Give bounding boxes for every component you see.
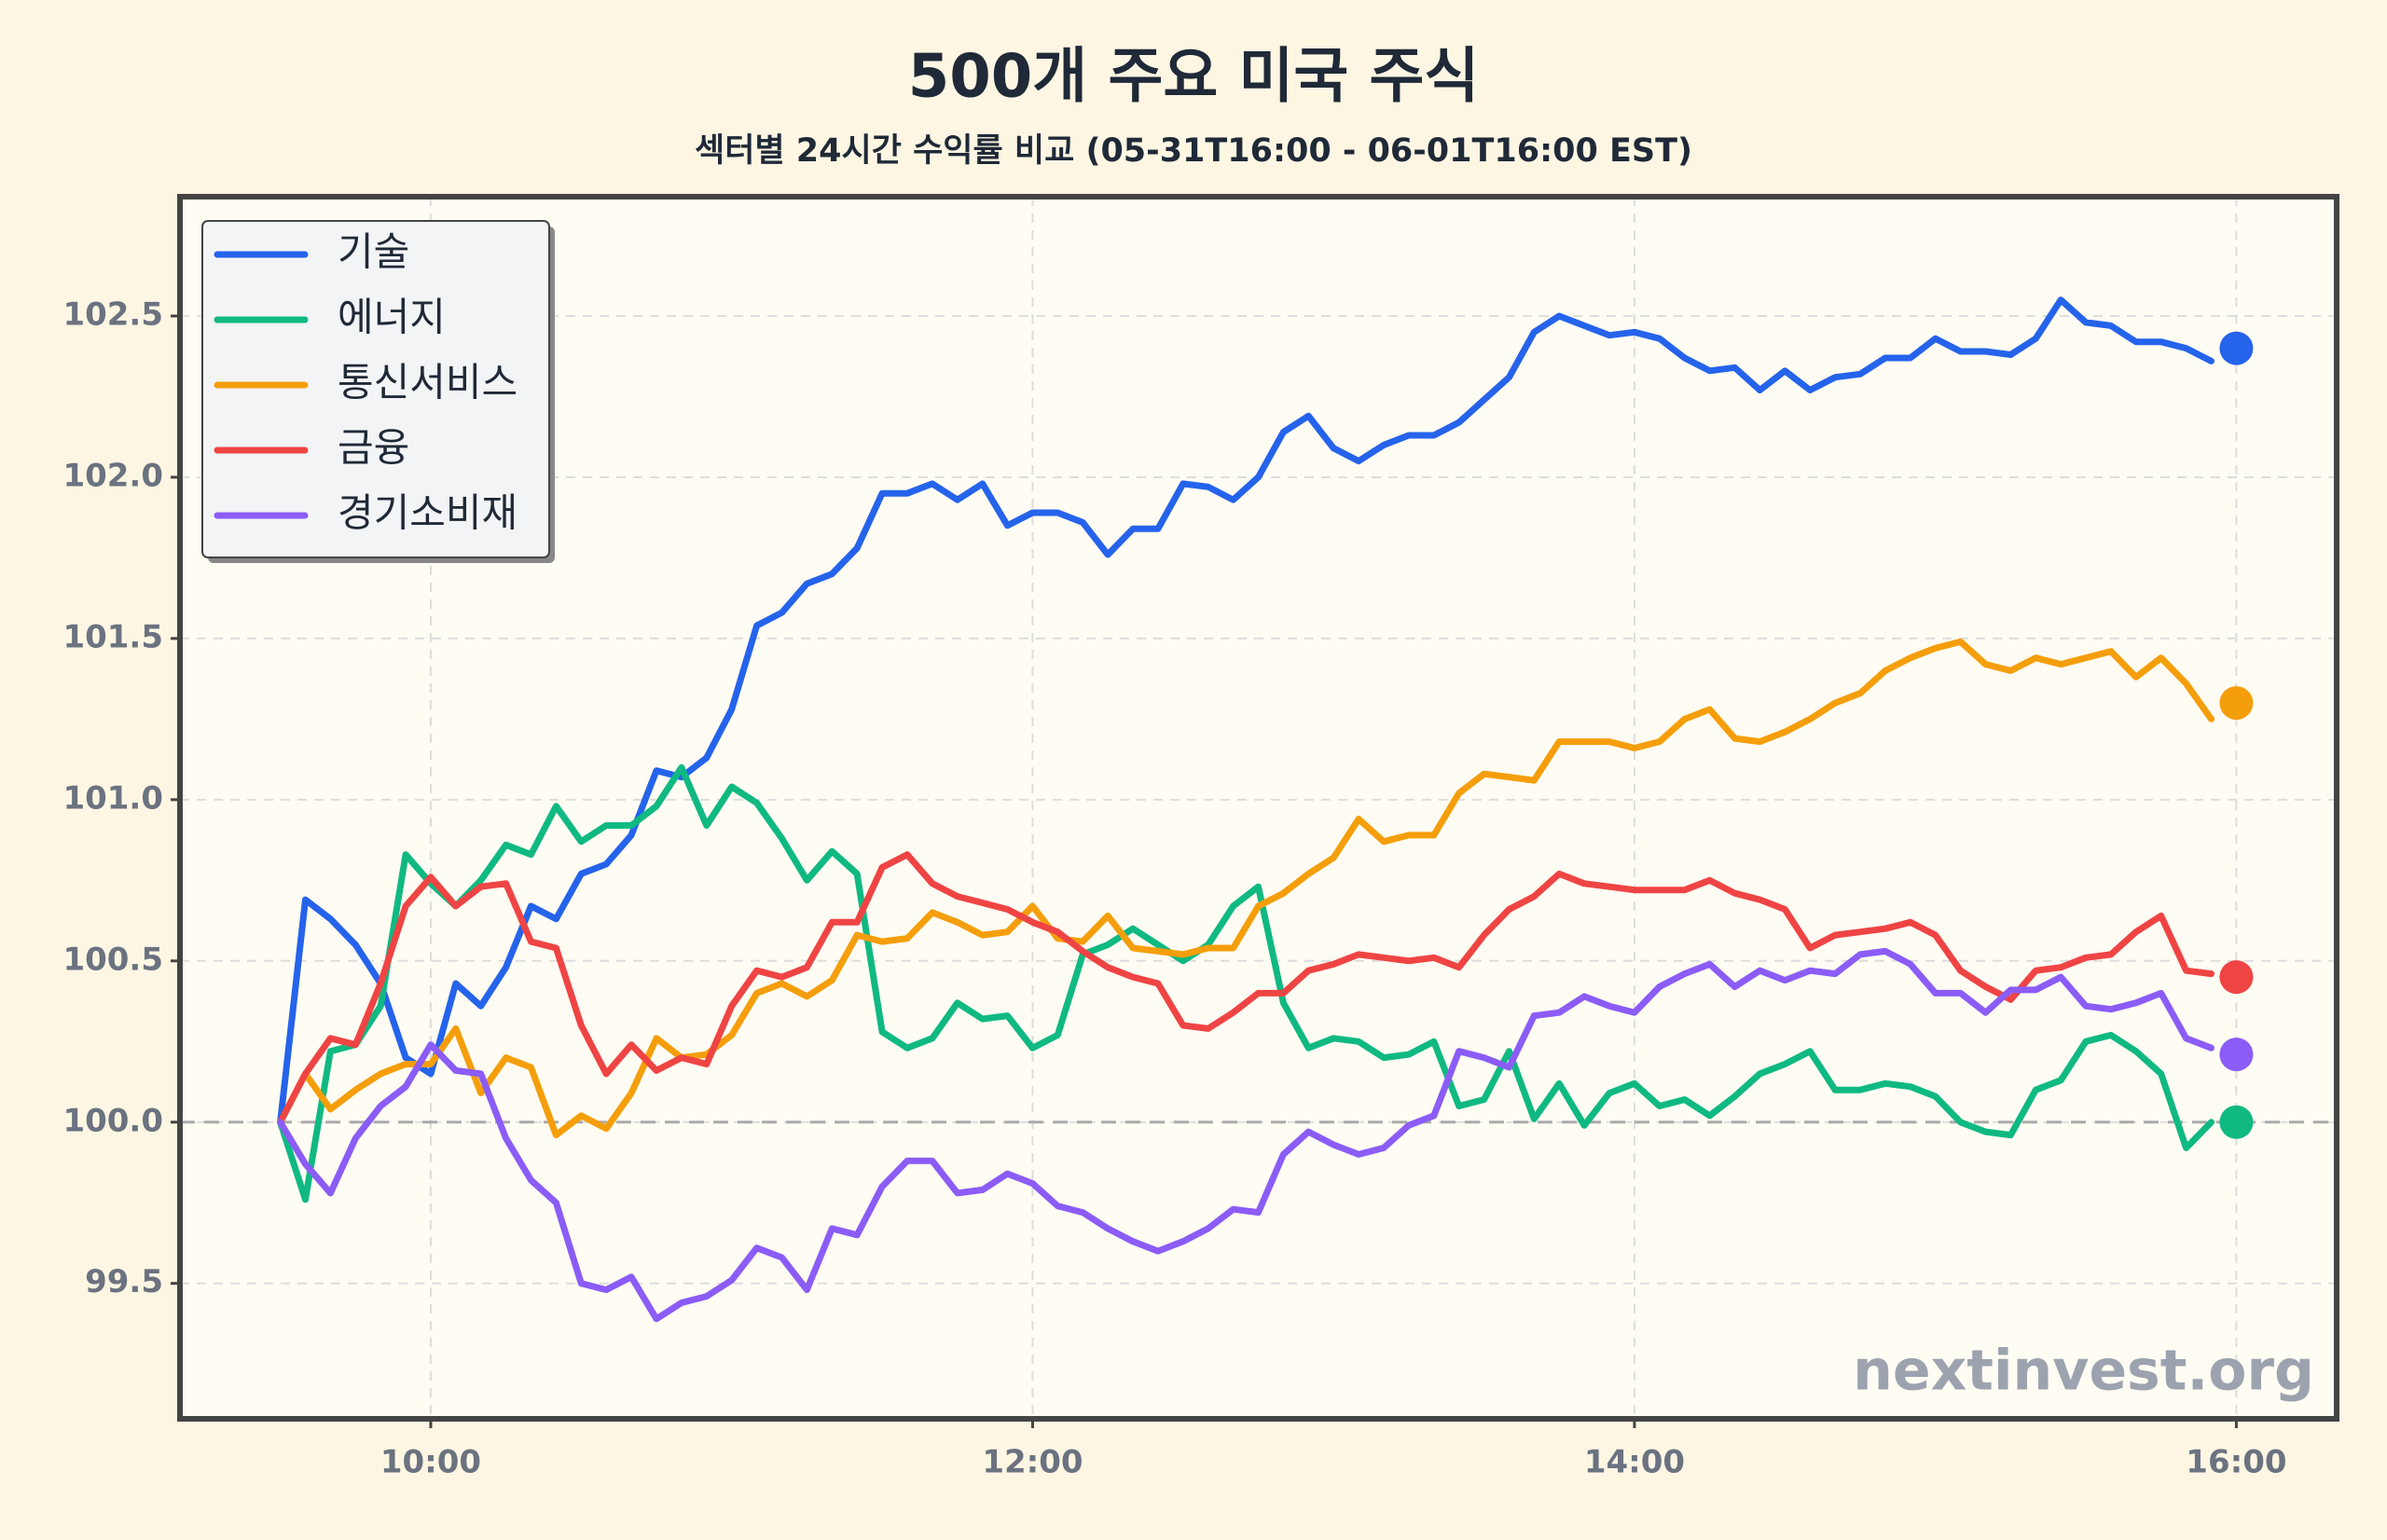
legend-label: 경기소비재	[338, 490, 517, 536]
legend-label: 기술	[338, 229, 409, 275]
legend-label: 통신서비스	[338, 360, 517, 406]
end-dot	[2219, 1038, 2254, 1072]
legend-label: 에너지	[338, 295, 446, 340]
end-dot	[2219, 960, 2254, 995]
lines	[277, 296, 2254, 1323]
series-line	[277, 638, 2215, 1139]
legend-label: 금융	[338, 425, 409, 471]
x-tick-label: 12:00	[982, 1444, 1083, 1481]
end-dot	[2219, 1105, 2254, 1139]
x-tick-label: 16:00	[2186, 1444, 2286, 1481]
y-tick-label: 101.0	[62, 779, 163, 817]
series-line	[277, 851, 2215, 1126]
y-tick-label: 100.0	[62, 1102, 163, 1139]
y-tick-label: 100.5	[62, 941, 163, 978]
series-line	[277, 947, 2215, 1323]
end-dot	[2219, 686, 2254, 721]
end-dot	[2219, 331, 2254, 365]
chart-subtitle: 섹터별 24시간 수익률 비교 (05-31T16:00 - 06-01T16:…	[695, 132, 1692, 170]
watermark: nextinvest.org	[1853, 1339, 2314, 1404]
y-tick-label: 99.5	[85, 1263, 163, 1300]
grid: 99.5 100.0 100.5 101.0 101.5 102.0 102.5 10:00 1…	[62, 197, 2337, 1481]
series-line	[277, 296, 2215, 1126]
plot-frame	[177, 194, 2339, 1422]
chart-title: 500개 주요 미국 주식	[908, 43, 1480, 112]
legend-box	[201, 220, 550, 558]
series-line	[277, 763, 2215, 1203]
y-tick-label: 102.0	[62, 457, 163, 494]
x-tick-label: 10:00	[380, 1444, 481, 1481]
x-tick-label: 14:00	[1584, 1444, 1685, 1481]
y-tick-label: 102.5	[62, 296, 163, 333]
y-tick-label: 101.5	[62, 618, 163, 655]
